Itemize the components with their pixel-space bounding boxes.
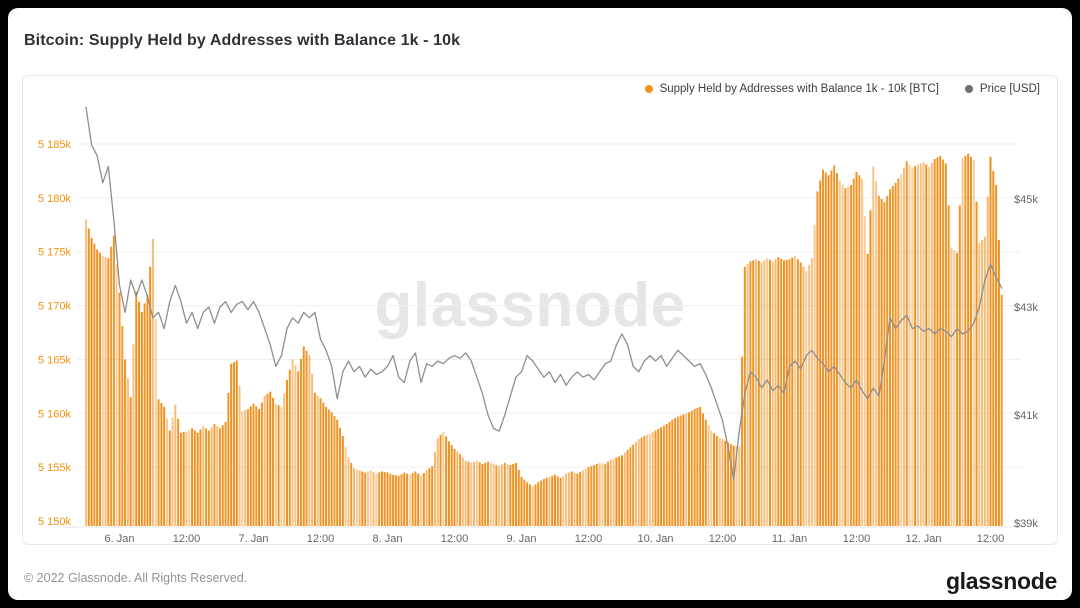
legend-label-price: Price [USD] bbox=[979, 83, 1040, 95]
y-right-tick: $43k bbox=[1014, 302, 1038, 314]
x-tick: 10. Jan bbox=[637, 533, 673, 545]
price-series-dot bbox=[964, 85, 973, 93]
x-tick: 12:00 bbox=[709, 533, 737, 545]
y-right-tick: $39k bbox=[1014, 518, 1038, 530]
supply-series-dot bbox=[644, 85, 653, 93]
page-title: Bitcoin: Supply Held by Addresses with B… bbox=[24, 32, 461, 49]
x-tick: 12:00 bbox=[977, 533, 1005, 545]
supply-bars bbox=[85, 153, 1003, 527]
x-tick: 8. Jan bbox=[373, 533, 403, 545]
glassnode-logo: glassnode bbox=[945, 568, 1057, 594]
y-left-tick: 5 165k bbox=[38, 354, 72, 366]
y-left-tick: 5 160k bbox=[38, 408, 72, 420]
x-tick: 12. Jan bbox=[905, 533, 941, 545]
x-tick: 12:00 bbox=[173, 533, 201, 545]
y-left-tick: 5 180k bbox=[38, 193, 72, 205]
y-right-tick: $41k bbox=[1014, 410, 1038, 422]
x-tick: 11. Jan bbox=[772, 533, 807, 545]
x-tick: 7. Jan bbox=[239, 533, 269, 545]
y-left-tick: 5 175k bbox=[38, 247, 72, 259]
y-left-tick: 5 170k bbox=[38, 301, 72, 313]
y-left-tick: 5 155k bbox=[38, 462, 72, 474]
y-left-tick: 5 150k bbox=[38, 516, 72, 528]
x-tick: 12:00 bbox=[575, 533, 603, 545]
x-tick: 6. Jan bbox=[105, 533, 135, 545]
y-left-tick: 5 185k bbox=[38, 139, 72, 151]
price-line bbox=[85, 106, 1003, 481]
chart-panel: Supply Held by Addresses with Balance 1k… bbox=[22, 75, 1058, 545]
legend-label-supply: Supply Held by Addresses with Balance 1k… bbox=[659, 83, 939, 95]
copyright-text: © 2022 Glassnode. All Rights Reserved. bbox=[24, 571, 248, 585]
x-tick: 12:00 bbox=[441, 533, 469, 545]
legend-item-supply[interactable]: Supply Held by Addresses with Balance 1k… bbox=[644, 83, 939, 95]
chart-card: Bitcoin: Supply Held by Addresses with B… bbox=[8, 8, 1072, 600]
legend-item-price[interactable]: Price [USD] bbox=[964, 83, 1040, 95]
legend: Supply Held by Addresses with Balance 1k… bbox=[644, 83, 1040, 95]
axis-labels: 5 185k 5 180k 5 175k 5 170k 5 165k 5 160k 5 15… bbox=[38, 139, 1038, 545]
chart-canvas[interactable]: 5 185k 5 180k 5 175k 5 170k 5 165k 5 160k 5 15… bbox=[23, 76, 1059, 546]
y-right-tick: $45k bbox=[1014, 194, 1038, 206]
x-tick: 12:00 bbox=[843, 533, 871, 545]
x-tick: 12:00 bbox=[307, 533, 335, 545]
x-tick: 9. Jan bbox=[507, 533, 537, 545]
